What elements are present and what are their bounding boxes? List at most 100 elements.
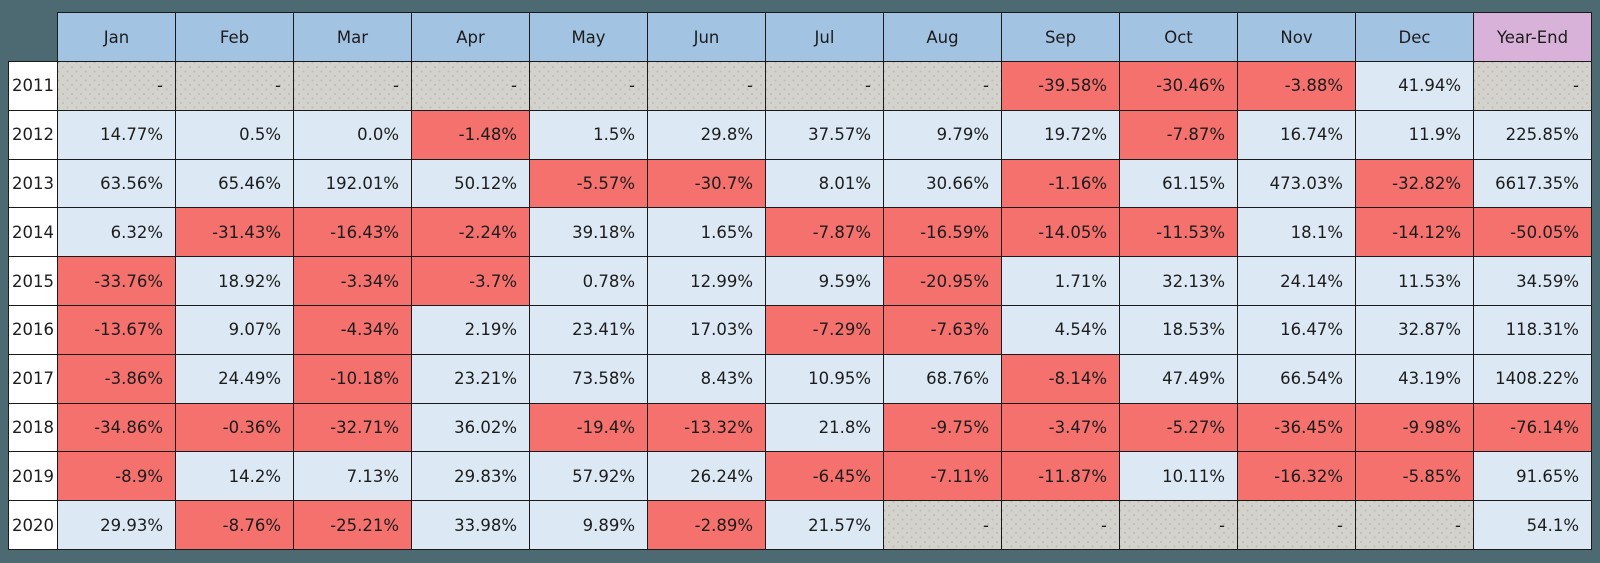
cell-2013-year-end: 6617.35%: [1473, 158, 1592, 209]
cell-2015-year-end: 34.59%: [1473, 256, 1592, 306]
cell-2015-jul: 9.59%: [765, 256, 884, 306]
cell-2016-year-end: 118.31%: [1473, 304, 1592, 355]
cell-2017-feb: 24.49%: [175, 353, 294, 404]
cell-2019-jul: -6.45%: [765, 451, 884, 502]
cell-2018-jun: -13.32%: [647, 402, 766, 453]
cell-2016-jul: -7.29%: [765, 304, 884, 355]
cell-2017-jun: 8.43%: [647, 353, 766, 404]
cell-2014-dec: -14.12%: [1355, 207, 1474, 258]
cell-2017-jan: -3.86%: [57, 353, 176, 404]
cell-2016-jun: 17.03%: [647, 304, 766, 355]
cell-2011-nov: -3.88%: [1237, 61, 1356, 111]
cell-2019-sep: -11.87%: [1001, 451, 1120, 502]
cell-2015-jun: 12.99%: [647, 256, 766, 306]
cell-2020-aug: -: [883, 500, 1002, 550]
cell-2015-dec: 11.53%: [1355, 256, 1474, 306]
cell-2019-feb: 14.2%: [175, 451, 294, 502]
cell-2017-mar: -10.18%: [293, 353, 412, 404]
cell-2011-year-end: -: [1473, 61, 1592, 111]
header-row: Jan Feb Mar Apr May Jun Jul Aug Sep Oct Nov Dec Year…: [9, 12, 1592, 62]
table-row-2016: 2016 -13.67% 9.07% -4.34% 2.19% 23.41% 17.03% -…: [8, 304, 1592, 355]
cell-2019-jan: -8.9%: [57, 451, 176, 502]
cell-2019-aug: -7.11%: [883, 451, 1002, 502]
cell-2011-oct: -30.46%: [1119, 61, 1238, 111]
cell-2014-aug: -16.59%: [883, 207, 1002, 258]
cell-2012-jun: 29.8%: [647, 109, 766, 160]
cell-2012-may: 1.5%: [529, 109, 648, 160]
cell-2011-may: -: [529, 61, 648, 111]
cell-2016-mar: -4.34%: [293, 304, 412, 355]
cell-2018-nov: -36.45%: [1237, 402, 1356, 453]
cell-2017-nov: 66.54%: [1237, 353, 1356, 404]
cell-2014-feb: -31.43%: [175, 207, 294, 258]
cell-2018-sep: -3.47%: [1001, 402, 1120, 453]
cell-2018-mar: -32.71%: [293, 402, 412, 453]
cell-2013-may: -5.57%: [529, 158, 648, 209]
cell-2019-apr: 29.83%: [411, 451, 530, 502]
cell-2015-nov: 24.14%: [1237, 256, 1356, 306]
cell-2018-apr: 36.02%: [411, 402, 530, 453]
row-label-2014: 2014: [8, 207, 58, 258]
cell-2015-may: 0.78%: [529, 256, 648, 306]
cell-2018-may: -19.4%: [529, 402, 648, 453]
col-header-jan: Jan: [57, 12, 176, 62]
cell-2017-oct: 47.49%: [1119, 353, 1238, 404]
table-row-2013: 2013 63.56% 65.46% 192.01% 50.12% -5.57% -30.7…: [8, 158, 1592, 209]
cell-2020-year-end: 54.1%: [1473, 500, 1592, 550]
cell-2015-oct: 32.13%: [1119, 256, 1238, 306]
cell-2012-aug: 9.79%: [883, 109, 1002, 160]
cell-2013-nov: 473.03%: [1237, 158, 1356, 209]
cell-2014-apr: -2.24%: [411, 207, 530, 258]
cell-2018-feb: -0.36%: [175, 402, 294, 453]
cell-2012-dec: 11.9%: [1355, 109, 1474, 160]
cell-2020-mar: -25.21%: [293, 500, 412, 550]
corner-cell: [9, 13, 58, 62]
cell-2012-apr: -1.48%: [411, 109, 530, 160]
col-header-apr: Apr: [411, 12, 530, 62]
cell-2013-mar: 192.01%: [293, 158, 412, 209]
cell-2011-dec: 41.94%: [1355, 61, 1474, 111]
cell-2015-sep: 1.71%: [1001, 256, 1120, 306]
cell-2012-oct: -7.87%: [1119, 109, 1238, 160]
cell-2013-sep: -1.16%: [1001, 158, 1120, 209]
cell-2015-mar: -3.34%: [293, 256, 412, 306]
cell-2014-jul: -7.87%: [765, 207, 884, 258]
cell-2011-feb: -: [175, 61, 294, 111]
cell-2020-jan: 29.93%: [57, 500, 176, 550]
cell-2017-aug: 68.76%: [883, 353, 1002, 404]
table-row-2020: 2020 29.93% -8.76% -25.21% 33.98% 9.89% -2.89%…: [8, 500, 1592, 550]
cell-2020-jun: -2.89%: [647, 500, 766, 550]
cell-2014-nov: 18.1%: [1237, 207, 1356, 258]
table-row-2015: 2015 -33.76% 18.92% -3.34% -3.7% 0.78% 12.99% 9…: [8, 256, 1592, 306]
col-header-jul: Jul: [765, 12, 884, 62]
cell-2016-jan: -13.67%: [57, 304, 176, 355]
col-header-oct: Oct: [1119, 12, 1238, 62]
row-label-2012: 2012: [8, 109, 58, 160]
cell-2019-mar: 7.13%: [293, 451, 412, 502]
table-row-2014: 2014 6.32% -31.43% -16.43% -2.24% 39.18% 1.65%…: [8, 207, 1592, 258]
cell-2012-year-end: 225.85%: [1473, 109, 1592, 160]
table-row-2011: 2011- - - - - - - - -39.58% -30.46% -3.88% 41.94% -: [8, 61, 1592, 111]
cell-2016-oct: 18.53%: [1119, 304, 1238, 355]
col-header-sep: Sep: [1001, 12, 1120, 62]
cell-2019-nov: -16.32%: [1237, 451, 1356, 502]
row-label-2018: 2018: [8, 402, 58, 453]
table-row-2018: 2018 -34.86% -0.36% -32.71% 36.02% -19.4% -13.…: [8, 402, 1592, 453]
row-label-2011: 2011: [8, 61, 58, 111]
cell-2019-dec: -5.85%: [1355, 451, 1474, 502]
row-label-2016: 2016: [8, 304, 58, 355]
cell-2020-dec: -: [1355, 500, 1474, 550]
cell-2011-jul: -: [765, 61, 884, 111]
cell-2015-jan: -33.76%: [57, 256, 176, 306]
cell-2017-year-end: 1408.22%: [1473, 353, 1592, 404]
cell-2012-jan: 14.77%: [57, 109, 176, 160]
cell-2016-dec: 32.87%: [1355, 304, 1474, 355]
cell-2020-jul: 21.57%: [765, 500, 884, 550]
cell-2018-jul: 21.8%: [765, 402, 884, 453]
cell-2017-sep: -8.14%: [1001, 353, 1120, 404]
cell-2013-dec: -32.82%: [1355, 158, 1474, 209]
cell-2019-oct: 10.11%: [1119, 451, 1238, 502]
cell-2014-oct: -11.53%: [1119, 207, 1238, 258]
cell-2011-jun: -: [647, 61, 766, 111]
